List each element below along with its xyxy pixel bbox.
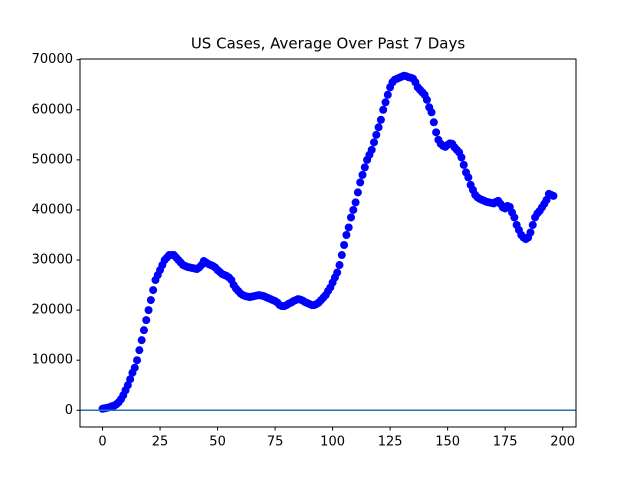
- point: [528, 220, 537, 229]
- point: [356, 178, 365, 187]
- point: [422, 95, 431, 104]
- y-tick-label: 70000: [32, 52, 73, 67]
- point: [510, 213, 519, 222]
- y-tick-label: 0: [65, 403, 73, 418]
- x-tick-label: 175: [493, 435, 518, 450]
- point: [427, 108, 436, 117]
- x-tick-label: 25: [152, 435, 169, 450]
- y-tick-label: 20000: [32, 303, 73, 318]
- point: [135, 346, 144, 355]
- point: [342, 230, 351, 239]
- x-tick-label: 50: [209, 435, 226, 450]
- point: [360, 163, 369, 172]
- point: [340, 241, 349, 250]
- point: [344, 223, 353, 232]
- point: [429, 118, 438, 127]
- point: [549, 191, 558, 200]
- point: [372, 130, 381, 139]
- point: [123, 381, 132, 390]
- point: [432, 128, 441, 137]
- point: [351, 198, 360, 207]
- point: [353, 188, 362, 197]
- point: [376, 115, 385, 124]
- x-tick-label: 100: [320, 435, 345, 450]
- point: [349, 205, 358, 214]
- point: [379, 105, 388, 114]
- point: [142, 316, 151, 325]
- x-tick-label: 75: [267, 435, 284, 450]
- point: [374, 123, 383, 132]
- point: [526, 228, 535, 237]
- y-tick-label: 60000: [32, 102, 73, 117]
- point: [464, 173, 473, 182]
- point: [133, 356, 142, 365]
- point: [383, 90, 392, 99]
- x-tick-label: 0: [98, 435, 106, 450]
- point: [137, 336, 146, 345]
- point: [333, 268, 342, 277]
- point: [139, 326, 148, 335]
- x-tick-label: 200: [550, 435, 575, 450]
- point: [459, 160, 468, 169]
- point: [347, 213, 356, 222]
- point: [335, 261, 344, 270]
- point: [146, 296, 155, 305]
- x-tick-label: 150: [435, 435, 460, 450]
- x-tick-label: 125: [378, 435, 403, 450]
- chart-title: US Cases, Average Over Past 7 Days: [191, 35, 465, 53]
- y-tick-label: 30000: [32, 253, 73, 268]
- point: [144, 306, 153, 315]
- point: [337, 251, 346, 260]
- point: [130, 363, 139, 372]
- point: [149, 286, 158, 295]
- point: [126, 375, 135, 384]
- plot-frame: [79, 58, 577, 428]
- point: [370, 138, 379, 147]
- point: [457, 153, 466, 162]
- point: [367, 145, 376, 154]
- point: [358, 170, 367, 179]
- y-tick-label: 10000: [32, 353, 73, 368]
- y-tick-label: 50000: [32, 152, 73, 167]
- point: [381, 98, 390, 107]
- y-tick-label: 40000: [32, 202, 73, 217]
